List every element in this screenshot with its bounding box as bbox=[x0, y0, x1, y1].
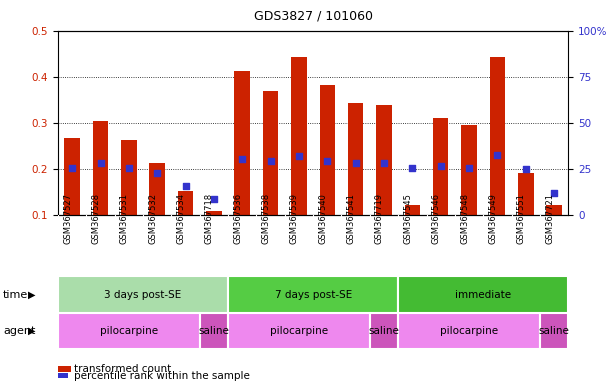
Text: ▶: ▶ bbox=[28, 290, 35, 300]
Text: GSM367539: GSM367539 bbox=[290, 193, 299, 243]
Bar bbox=[546, 205, 562, 215]
Point bbox=[209, 196, 219, 202]
Text: GSM367719: GSM367719 bbox=[375, 193, 384, 243]
Text: GSM367534: GSM367534 bbox=[177, 193, 186, 243]
Text: GSM367538: GSM367538 bbox=[262, 192, 271, 244]
Bar bbox=[263, 91, 279, 215]
Bar bbox=[461, 125, 477, 215]
Bar bbox=[433, 118, 448, 215]
Point bbox=[67, 166, 77, 172]
Text: immediate: immediate bbox=[455, 290, 511, 300]
Text: GSM367549: GSM367549 bbox=[488, 193, 497, 243]
Text: pilocarpine: pilocarpine bbox=[440, 326, 498, 336]
Text: agent: agent bbox=[3, 326, 35, 336]
Text: GSM367531: GSM367531 bbox=[120, 193, 129, 243]
Bar bbox=[348, 103, 364, 215]
Point bbox=[152, 170, 162, 176]
Bar bbox=[178, 191, 194, 215]
Point bbox=[408, 166, 417, 172]
Bar bbox=[200, 313, 228, 349]
Text: 7 days post-SE: 7 days post-SE bbox=[274, 290, 352, 300]
Point bbox=[549, 190, 559, 197]
Bar bbox=[398, 313, 540, 349]
Point bbox=[181, 183, 191, 189]
Text: GSM367718: GSM367718 bbox=[205, 192, 214, 244]
Text: GSM367527: GSM367527 bbox=[63, 193, 72, 243]
Text: GSM367551: GSM367551 bbox=[517, 193, 525, 243]
Text: GSM367548: GSM367548 bbox=[460, 193, 469, 243]
Bar bbox=[320, 85, 335, 215]
Bar bbox=[228, 313, 370, 349]
Text: time: time bbox=[3, 290, 28, 300]
Bar bbox=[489, 56, 505, 215]
Text: saline: saline bbox=[368, 326, 400, 336]
Text: saline: saline bbox=[539, 326, 569, 336]
Text: GSM367545: GSM367545 bbox=[403, 193, 412, 243]
Bar bbox=[58, 276, 228, 313]
Point bbox=[379, 159, 389, 166]
Text: percentile rank within the sample: percentile rank within the sample bbox=[74, 371, 250, 381]
Text: pilocarpine: pilocarpine bbox=[270, 326, 328, 336]
Text: GSM367541: GSM367541 bbox=[346, 193, 356, 243]
Bar bbox=[518, 173, 533, 215]
Text: 3 days post-SE: 3 days post-SE bbox=[104, 290, 181, 300]
Bar bbox=[235, 71, 250, 215]
Point bbox=[521, 166, 530, 172]
Bar bbox=[93, 121, 108, 215]
Text: GSM367536: GSM367536 bbox=[233, 192, 243, 244]
Text: pilocarpine: pilocarpine bbox=[100, 326, 158, 336]
Bar bbox=[58, 313, 200, 349]
Bar bbox=[228, 276, 398, 313]
Text: GSM367528: GSM367528 bbox=[92, 193, 101, 243]
Bar bbox=[64, 137, 80, 215]
Point bbox=[266, 158, 276, 164]
Text: GSM367532: GSM367532 bbox=[148, 193, 157, 243]
Point bbox=[436, 163, 445, 169]
Point bbox=[351, 159, 360, 166]
Point bbox=[238, 156, 247, 162]
Bar bbox=[206, 211, 222, 215]
Point bbox=[464, 164, 474, 170]
Text: saline: saline bbox=[199, 326, 229, 336]
Text: ▶: ▶ bbox=[28, 326, 35, 336]
Text: GSM367540: GSM367540 bbox=[318, 193, 327, 243]
Bar bbox=[398, 276, 568, 313]
Bar bbox=[150, 162, 165, 215]
Bar bbox=[121, 140, 137, 215]
Text: GSM367721: GSM367721 bbox=[545, 193, 554, 243]
Bar bbox=[540, 313, 568, 349]
Point bbox=[294, 153, 304, 159]
Point bbox=[323, 158, 332, 164]
Text: transformed count: transformed count bbox=[74, 364, 172, 374]
Text: GDS3827 / 101060: GDS3827 / 101060 bbox=[254, 10, 373, 23]
Bar bbox=[291, 56, 307, 215]
Bar bbox=[370, 313, 398, 349]
Point bbox=[492, 152, 502, 158]
Point bbox=[96, 161, 106, 167]
Bar bbox=[404, 205, 420, 215]
Point bbox=[124, 166, 134, 172]
Bar bbox=[376, 105, 392, 215]
Text: GSM367546: GSM367546 bbox=[432, 193, 441, 243]
